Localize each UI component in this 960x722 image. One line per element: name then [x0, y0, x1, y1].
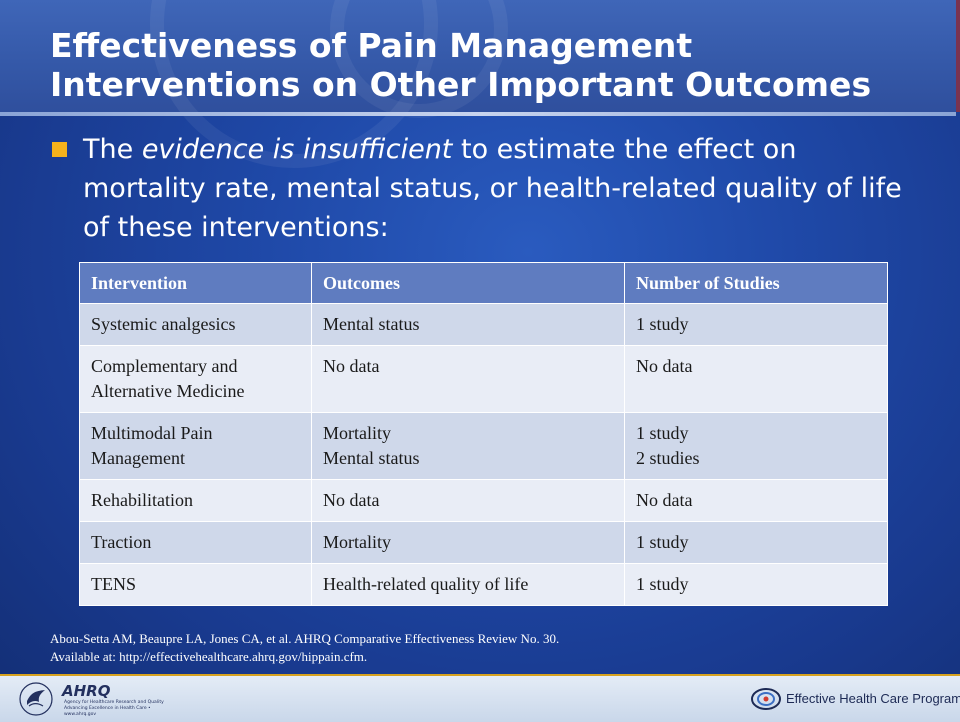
ehc-program-label: Effective Health Care Program [786, 691, 960, 706]
ahrq-logo-icon: AHRQ Agency for Healthcare Research and … [62, 682, 184, 718]
ahrq-tagline-line: Advancing Excellence in Health Care • ww… [64, 706, 151, 717]
cell-line: Mortality [323, 423, 391, 443]
evidence-table: Intervention Outcomes Number of Studies … [79, 262, 888, 606]
table-row: TENS Health-related quality of life 1 st… [79, 563, 888, 606]
cell-line: 1 study [636, 423, 689, 443]
table-row: Multimodal Pain Management Mortality Men… [79, 412, 888, 480]
bullet-text: The evidence is insufficient to estimate… [83, 130, 902, 247]
ehc-swirl-icon [751, 688, 781, 710]
cell-studies: No data [624, 479, 888, 522]
bullet-text-after: to estimate the effect on mortality rate… [83, 134, 902, 243]
cell-line: No data [323, 356, 380, 376]
slide-title: Effectiveness of Pain Management Interve… [50, 26, 872, 104]
table-row: Systemic analgesics Mental status 1 stud… [79, 303, 888, 346]
citation-reference: Abou-Setta AM, Beaupre LA, Jones CA, et … [50, 631, 560, 646]
cell-studies: 1 study [624, 563, 888, 606]
cell-intervention: Multimodal Pain Management [79, 412, 312, 480]
cell-intervention: Rehabilitation [79, 479, 312, 522]
citation-url[interactable]: Available at: http://effectivehealthcare… [50, 649, 368, 664]
column-header-intervention: Intervention [79, 262, 312, 304]
cell-outcomes: Mortality [311, 521, 625, 564]
cell-line: 1 study [636, 314, 689, 334]
cell-line: No data [323, 490, 380, 510]
square-bullet-icon [52, 142, 67, 157]
cell-studies: 1 study [624, 303, 888, 346]
cell-intervention: Complementary and Alternative Medicine [79, 345, 312, 413]
cell-line: Health-related quality of life [323, 574, 529, 594]
cell-line: Mental status [323, 314, 420, 334]
cell-intervention: Systemic analgesics [79, 303, 312, 346]
citation: Abou-Setta AM, Beaupre LA, Jones CA, et … [50, 630, 850, 666]
cell-line: 2 studies [636, 448, 700, 468]
cell-line: No data [636, 356, 693, 376]
cell-line: 1 study [636, 574, 689, 594]
table-row: Rehabilitation No data No data [79, 479, 888, 522]
cell-line: No data [636, 490, 693, 510]
hhs-eagle-icon [19, 682, 53, 716]
ahrq-tagline: Agency for Healthcare Research and Quali… [64, 700, 184, 718]
cell-line: Mental status [323, 448, 420, 468]
cell-studies: 1 study [624, 521, 888, 564]
cell-outcomes: Mental status [311, 303, 625, 346]
cell-studies: No data [624, 345, 888, 413]
footer-bar: AHRQ Agency for Healthcare Research and … [0, 674, 960, 722]
ahrq-tagline-line: Agency for Healthcare Research and Quali… [64, 700, 164, 705]
cell-outcomes: No data [311, 479, 625, 522]
column-header-number-of-studies: Number of Studies [624, 262, 888, 304]
table-header-row: Intervention Outcomes Number of Studies [79, 262, 888, 304]
ahrq-wordmark: AHRQ [62, 682, 111, 700]
bullet-text-emphasis: evidence is insufficient [141, 134, 453, 165]
column-header-outcomes: Outcomes [311, 262, 625, 304]
bullet-point: The evidence is insufficient to estimate… [52, 130, 902, 247]
cell-studies: 1 study 2 studies [624, 412, 888, 480]
title-band: Effectiveness of Pain Management Interve… [0, 0, 960, 168]
cell-outcomes: Health-related quality of life [311, 563, 625, 606]
table-row: Traction Mortality 1 study [79, 521, 888, 564]
cell-line: 1 study [636, 532, 689, 552]
ehc-program-logo: Effective Health Care Program [750, 685, 960, 715]
cell-line: Mortality [323, 532, 391, 552]
cell-outcomes: Mortality Mental status [311, 412, 625, 480]
table-row: Complementary and Alternative Medicine N… [79, 345, 888, 413]
bullet-text-before: The [83, 134, 142, 165]
cell-outcomes: No data [311, 345, 625, 413]
cell-intervention: Traction [79, 521, 312, 564]
cell-intervention: TENS [79, 563, 312, 606]
